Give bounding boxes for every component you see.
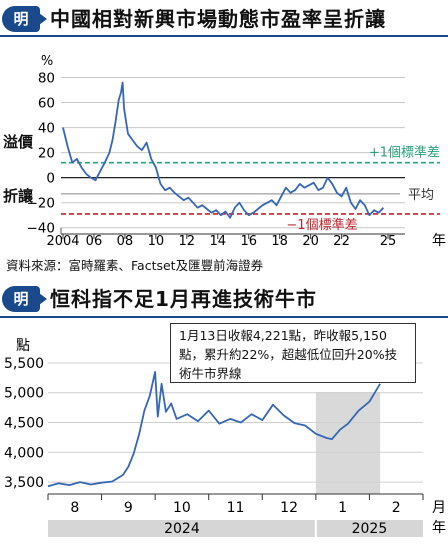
mean-label: 平均 <box>408 188 434 203</box>
year-band <box>48 520 315 537</box>
chart1-x-tick: 10 <box>148 234 165 249</box>
chart2-y-tick: 4,500 <box>4 416 44 432</box>
bottom-badge: 明 <box>2 286 47 312</box>
premium-label: 溢價 <box>3 133 34 151</box>
chart1-x-tick: 08 <box>117 234 134 249</box>
chart1-y-tick: −20 <box>27 196 56 212</box>
chart1-y-tick: 60 <box>38 96 55 112</box>
chart1-x-tick: 16 <box>240 234 257 249</box>
chart2-y-tick: 3,500 <box>4 475 44 491</box>
pe-ratio-line <box>62 81 385 219</box>
chart2-x-unit-year: 年 <box>432 520 446 536</box>
shaded-period <box>315 392 381 494</box>
chart1-x-tick: 18 <box>271 234 288 249</box>
source-note: 資料來源：富時羅素、Factset及匯豐前海證券 <box>6 258 264 273</box>
chart2-x-tick: 12 <box>280 500 298 516</box>
chart1-y-tick: −40 <box>27 221 56 237</box>
year-band <box>316 520 423 537</box>
chart1-y-tick: 40 <box>38 121 55 137</box>
bottom-title: 恒科指不足1月再進技術牛市 <box>50 287 317 311</box>
chart2-x-unit-month: 月 <box>432 500 446 516</box>
chart1-y-unit: % <box>41 55 53 69</box>
chart1-y-tick: 0 <box>46 171 55 187</box>
chart2-x-tick: 1 <box>338 500 347 516</box>
chart1-x-unit: 年 <box>432 233 446 249</box>
chart2-x-tick: 2 <box>392 500 401 516</box>
top-header: 明 中國相對新興市場動態市盈率呈折讓 <box>0 4 448 34</box>
chart1-y-tick: 20 <box>38 146 55 162</box>
bottom-header: 明 恒科指不足1月再進技術牛市 <box>0 284 448 314</box>
plus-1sd-label: +1個標準差 <box>369 145 440 161</box>
chart2-y-tick: 5,500 <box>4 356 44 372</box>
chart1-x-tick: 14 <box>209 234 226 249</box>
top-badge: 明 <box>2 6 47 32</box>
chart2-x-tick: 8 <box>70 500 79 516</box>
chart1-x-tick: 06 <box>86 234 103 249</box>
top-title: 中國相對新興市場動態市盈率呈折讓 <box>50 7 386 31</box>
discount-label: 折讓 <box>3 187 34 205</box>
chart2-x-tick: 10 <box>173 500 191 516</box>
hstech-line <box>47 371 381 488</box>
chart1-x-tick: 20 <box>302 234 319 249</box>
bottom-rule <box>0 316 448 318</box>
chart2-y-tick: 5,000 <box>4 386 44 402</box>
chart1-x-tick: 25 <box>380 234 397 249</box>
chart2-y-unit: 點 <box>16 338 30 354</box>
minus-1sd-label: −1個標準差 <box>286 217 357 233</box>
chart1-x-tick: 12 <box>179 234 196 249</box>
chart2-x-tick: 9 <box>124 500 133 516</box>
chart1-y-tick: 80 <box>38 71 55 87</box>
chart1-x-tick: 2004 <box>46 234 79 249</box>
chart1-x-tick: 22 <box>333 234 350 249</box>
chart2-y-tick: 4,000 <box>4 445 44 461</box>
annotation-box: 1月13日收報4,221點，昨收報5,150點，累升約22%，超越低位回升20%… <box>170 323 416 383</box>
year-label: 2025 <box>352 521 388 537</box>
chart2-x-tick: 11 <box>227 500 245 516</box>
top-rule <box>0 35 448 37</box>
year-label: 2024 <box>164 521 200 537</box>
